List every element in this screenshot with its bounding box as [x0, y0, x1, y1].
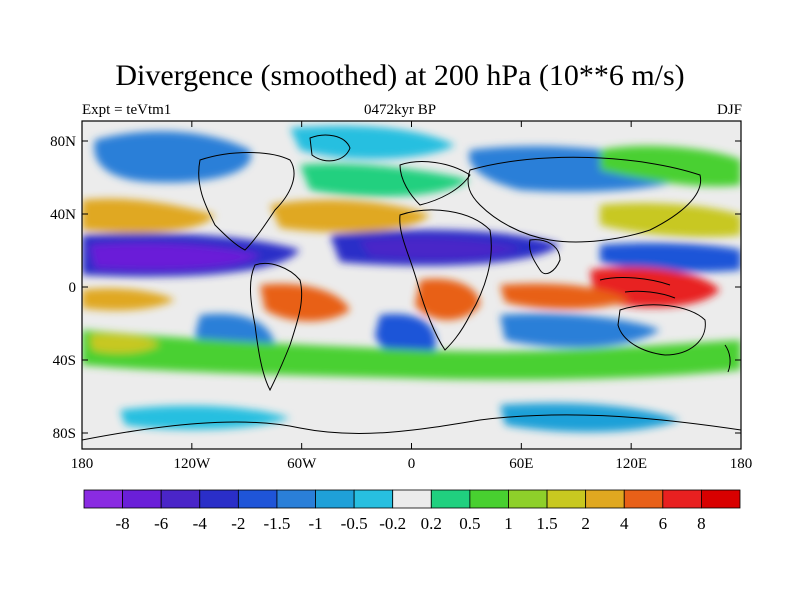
colorbar-swatch: [315, 489, 355, 509]
coastlines: [82, 134, 741, 441]
coast-asia: [467, 156, 702, 243]
y-tick-label: 80N: [50, 134, 76, 150]
coast-europe: [399, 161, 471, 206]
y-tick-label: 40N: [50, 207, 76, 223]
y-tick-label: 80S: [53, 426, 76, 442]
time-label: 0472kyr BP: [363, 102, 437, 118]
colorbar-swatch: [701, 489, 741, 509]
colorbar-swatch: [585, 489, 625, 509]
field-pacific-north-green: [600, 145, 741, 187]
coast-australia: [617, 304, 706, 356]
colorbar-swatch: [662, 489, 702, 509]
coast-antarctica: [82, 414, 741, 441]
field-indian-ocean-orange: [500, 283, 630, 310]
colorbar-label: -6: [154, 514, 168, 533]
field-north-green: [300, 163, 470, 197]
coast-greenland: [309, 134, 351, 162]
field-north-blue: [94, 131, 252, 183]
coast-indonesia: [599, 277, 676, 299]
field-s-atlantic-blue: [375, 314, 436, 356]
colorbar-swatch: [276, 489, 316, 509]
field-pacific-west-blue: [600, 242, 741, 273]
colorbar-swatch: [392, 489, 432, 509]
coast-south-america: [250, 263, 303, 392]
x-tick-label: 180: [71, 456, 94, 472]
field-s-indian-blue: [500, 313, 660, 348]
colorbar-swatch: [469, 489, 509, 509]
colorbar-swatch: [430, 489, 471, 509]
plot-title: Divergence (smoothed) at 200 hPa (10**6 …: [115, 59, 685, 92]
colorbar-label: -8: [116, 514, 130, 533]
field-s-america-red: [260, 283, 350, 322]
field-trop-pacific-purple: [90, 243, 260, 270]
colorbar-swatch: [83, 489, 123, 509]
colorbar-swatch: [546, 489, 587, 509]
coast-africa: [399, 209, 492, 351]
colorbar-label: -2: [231, 514, 245, 533]
y-tick-label: 40S: [53, 353, 76, 369]
x-tick-label: 180: [730, 456, 753, 472]
field-asia-yellow: [600, 203, 741, 237]
x-axis: 180 120W 60W 0 60E 120E 180: [71, 121, 753, 472]
y-axis: 80N 40N 0 40S 80S: [50, 134, 741, 442]
season-label: DJF: [716, 102, 742, 118]
divergence-field: [82, 125, 741, 441]
colorbar-label: -1: [308, 514, 322, 533]
field-n-atlantic-orange: [270, 199, 430, 233]
colorbar-label: 0.2: [421, 514, 442, 533]
colorbar-label: 6: [659, 514, 668, 533]
field-africa-orange: [415, 278, 480, 320]
colorbar-label: -0.5: [341, 514, 368, 533]
y-tick-label: 0: [69, 280, 77, 296]
field-s-green-band: [82, 330, 741, 380]
colorbar-label: 1.5: [536, 514, 557, 533]
field-antarctic-blue: [500, 403, 680, 432]
field-n-pacific-orange: [82, 198, 215, 233]
x-tick-label: 120E: [615, 456, 647, 472]
field-e-pacific-orange: [82, 288, 175, 311]
field-antarctic-cyan: [120, 405, 290, 430]
experiment-label: Expt = teVtm1: [82, 102, 172, 118]
coast-new-zealand: [724, 344, 731, 373]
colorbar-swatch: [508, 489, 548, 509]
colorbar-label: -0.2: [379, 514, 406, 533]
field-atlantic-purple: [360, 237, 520, 260]
colorbar-label: -4: [193, 514, 208, 533]
colorbar-swatch: [122, 489, 162, 509]
colorbar-swatch: [237, 489, 278, 509]
x-tick-label: 120W: [173, 456, 211, 472]
field-north-cyan: [290, 125, 455, 160]
coast-india: [529, 239, 561, 275]
x-tick-label: 60E: [509, 456, 533, 472]
colorbar-label: 0.5: [459, 514, 480, 533]
colorbar-label: 4: [620, 514, 629, 533]
colorbar-label: 2: [581, 514, 590, 533]
colorbar-swatch: [199, 489, 239, 509]
colorbar-label: 8: [697, 514, 706, 533]
field-s-yellow: [90, 334, 160, 354]
x-tick-label: 0: [408, 456, 416, 472]
colorbar-swatch: [623, 489, 664, 509]
colorbar: -8 -6 -4 -2 -1.5 -1 -0.5 -0.2 0.2 0.5 1 1.5 2 4 6 8: [83, 489, 741, 533]
colorbar-swatch: [353, 489, 394, 509]
colorbar-label: -1.5: [263, 514, 290, 533]
colorbar-label: 1: [504, 514, 513, 533]
x-tick-label: 60W: [287, 456, 317, 472]
coast-north-america: [198, 152, 295, 251]
colorbar-swatch: [160, 489, 201, 509]
